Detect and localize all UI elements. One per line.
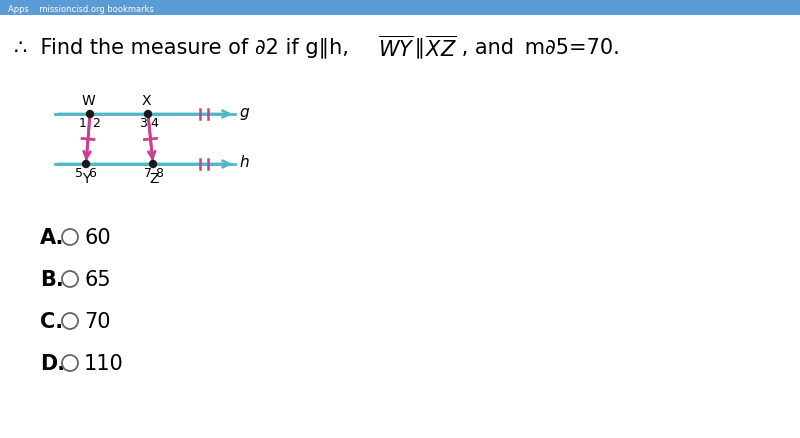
Circle shape bbox=[82, 161, 90, 168]
Text: $\overline{XZ}$: $\overline{XZ}$ bbox=[425, 35, 457, 60]
Text: 2: 2 bbox=[92, 117, 100, 130]
Text: X: X bbox=[142, 94, 151, 108]
Text: 1: 1 bbox=[79, 117, 87, 130]
Bar bbox=[0, 0, 800, 16]
Circle shape bbox=[62, 313, 78, 329]
Text: Apps    missioncisd.org bookmarks: Apps missioncisd.org bookmarks bbox=[8, 4, 154, 14]
Text: h: h bbox=[239, 155, 249, 170]
Text: 4: 4 bbox=[150, 117, 158, 130]
Text: 60: 60 bbox=[84, 227, 110, 247]
Text: D.: D. bbox=[40, 353, 65, 373]
Circle shape bbox=[150, 161, 157, 168]
Text: 7: 7 bbox=[144, 167, 152, 180]
Circle shape bbox=[145, 111, 151, 118]
Text: 65: 65 bbox=[84, 269, 110, 290]
Text: 5: 5 bbox=[75, 167, 83, 180]
Circle shape bbox=[86, 111, 94, 118]
Text: 8: 8 bbox=[155, 167, 163, 180]
Text: Z: Z bbox=[149, 172, 158, 186]
Text: Y: Y bbox=[82, 172, 90, 186]
Text: , and  m∂5=70.: , and m∂5=70. bbox=[455, 38, 620, 58]
Text: C.: C. bbox=[40, 311, 63, 331]
Text: g: g bbox=[239, 105, 249, 120]
Text: $\overline{WY}$: $\overline{WY}$ bbox=[378, 35, 414, 60]
Text: 3: 3 bbox=[139, 117, 147, 130]
Text: 6: 6 bbox=[88, 167, 96, 180]
Text: ∴  Find the measure of ∂2 if g∥h,: ∴ Find the measure of ∂2 if g∥h, bbox=[14, 38, 362, 58]
Text: W: W bbox=[82, 94, 96, 108]
Text: ∥: ∥ bbox=[408, 38, 432, 58]
Circle shape bbox=[62, 272, 78, 287]
Circle shape bbox=[62, 230, 78, 245]
Text: A.: A. bbox=[40, 227, 64, 247]
Circle shape bbox=[62, 355, 78, 371]
Text: B.: B. bbox=[40, 269, 64, 290]
Text: 70: 70 bbox=[84, 311, 110, 331]
Text: 110: 110 bbox=[84, 353, 124, 373]
